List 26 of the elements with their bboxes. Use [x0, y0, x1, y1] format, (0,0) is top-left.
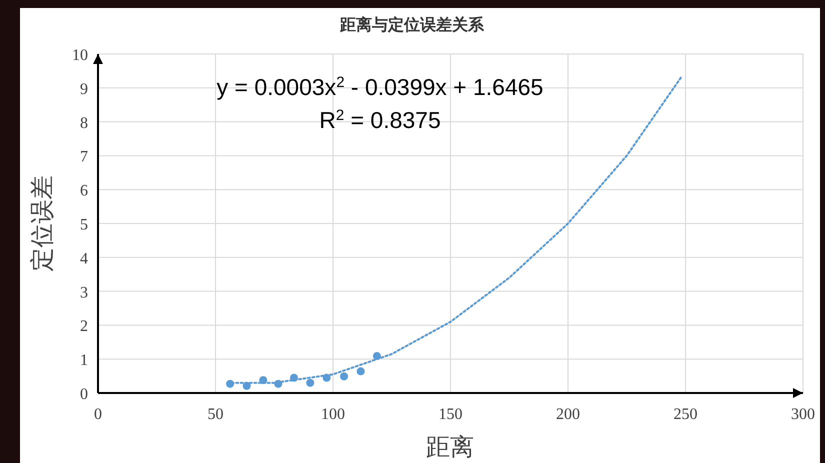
y-tick-label: 7 [80, 148, 88, 166]
x-tick-label: 50 [208, 406, 224, 423]
x-axis-title: 距离 [426, 434, 474, 461]
y-tick-label: 1 [80, 352, 88, 370]
y-tick-label: 0 [80, 386, 88, 403]
y-tick-label: 6 [80, 182, 88, 200]
annotation: R$^{2}$ = 0.8375 [319, 106, 441, 133]
y-tick-label: 3 [80, 284, 88, 302]
y-tick-label: 9 [80, 80, 88, 98]
chart-title: 距离与定位误差关系 [339, 15, 485, 34]
y-axis-title: 定位误差 [29, 176, 56, 272]
y-tick-label: 4 [80, 250, 88, 268]
point [356, 367, 365, 376]
y-tick-label: 10 [72, 47, 88, 64]
y-tick-label: 5 [80, 216, 88, 234]
x-tick-label: 150 [438, 406, 462, 423]
x-tick-label: 250 [674, 406, 698, 423]
x-tick-label: 100 [321, 406, 345, 423]
x-tick-label: 200 [556, 406, 580, 423]
annotation: y = 0.0003x$^{2}$ - 0.0399x + 1.6465 [216, 74, 544, 100]
point [340, 372, 348, 380]
y-tick-label: 2 [80, 318, 88, 336]
x-tick-label: 300 [791, 406, 815, 423]
x-tick-label: 0 [94, 406, 102, 423]
point [306, 378, 314, 387]
y-tick-label: 8 [80, 114, 88, 132]
